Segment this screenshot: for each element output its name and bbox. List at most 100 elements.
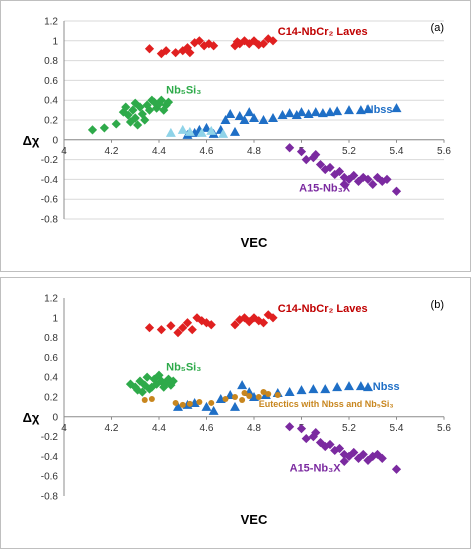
data-point [249,36,259,46]
data-point [141,396,148,403]
data-point [171,48,181,58]
data-point [209,41,219,51]
x-tick-label: 5.6 [437,423,451,434]
series-a15-nb-x [285,143,402,196]
y-tick-label: 1.2 [44,17,58,28]
y-tick-label: 0.6 [44,353,58,364]
data-point [208,405,219,415]
x-tick-label: 4.6 [200,146,214,157]
data-point [368,179,378,189]
data-point [325,107,335,117]
data-point [237,380,248,390]
y-tick-label: -0.2 [41,432,59,443]
annotation-c14-nbcr-laves: C14-NbCr₂ Laves [278,26,368,38]
data-point [184,126,195,136]
series-eutectics-with-nbss-and-nb-si [141,389,281,408]
data-point [339,179,349,189]
data-point [206,125,217,135]
data-point [130,98,140,108]
annotation-nb-si: Nb₅Si₃ [166,361,201,373]
data-point [99,123,109,133]
data-point [194,36,204,46]
data-point [185,48,195,58]
data-point [177,124,188,134]
series-nb-si [125,370,178,397]
data-point [246,393,253,400]
data-point [301,433,311,444]
series-c14-nbcr-laves [144,310,278,338]
x-tick-label: 4.8 [247,146,261,157]
data-point [187,325,197,335]
data-point [311,150,321,160]
data-point [235,315,245,325]
x-tick-label: 4.2 [105,423,119,434]
y-tick-label: 1 [52,36,58,47]
data-point [344,105,354,115]
data-point [156,325,166,335]
data-point [265,391,272,398]
data-point [111,119,121,129]
annotation-eutectics-with-nbss-and-nb-si: Eutectics with Nbss and Nb₅Si₃ [259,399,394,409]
data-point [344,381,354,391]
data-point [178,46,188,56]
data-point [355,381,366,391]
y-tick-label: 0.2 [44,393,58,404]
data-point [310,107,321,117]
x-tick-label: 4 [61,423,67,434]
data-point [377,453,387,463]
data-point [208,399,215,406]
data-point [144,105,155,115]
y-tick-label: 0.8 [44,56,58,67]
data-point [196,398,203,405]
x-axis-title: VEC [241,235,268,250]
data-point [230,401,240,411]
data-point [296,424,307,434]
y-tick-label: 0 [52,412,58,423]
data-point [156,95,166,105]
data-point [391,186,402,196]
annotation-nb-si: Nb₅Si₃ [166,84,201,96]
data-point [274,392,281,399]
scatter-plot-a: -0.8 -0.6 -0.4 -0.2 0 0.2 0.4 0.6 0.8 1 1.2 4 4.2 4.4… [23,17,452,251]
data-point [232,394,238,400]
data-point [320,384,331,394]
x-tick-label: 4.2 [105,146,119,157]
data-point [239,115,250,124]
data-point [315,159,326,170]
data-point [165,127,176,137]
data-point [144,323,155,333]
data-point [163,97,174,107]
data-point [147,95,157,105]
data-point [220,115,231,124]
data-point [296,107,307,117]
x-tick-label: 5.2 [342,146,356,157]
data-point [196,127,207,137]
data-point [363,174,373,184]
x-tick-label: 4.4 [152,423,166,434]
data-point [225,109,236,119]
data-point [258,39,269,49]
data-point [268,36,278,46]
panel-label: (a) [431,22,444,34]
data-point [163,374,174,384]
data-point [161,46,171,56]
data-point [239,396,246,403]
data-point [285,422,295,432]
data-point [239,36,250,46]
data-point [332,382,343,392]
x-tick-label: 5.4 [390,423,404,434]
data-point [218,128,229,138]
annotation-a15-nb-x: A15-Nb₃X [299,182,351,194]
x-tick-label: 5.4 [390,146,404,157]
data-point [258,115,269,124]
data-point [334,166,345,177]
data-point [363,382,373,392]
data-point [391,464,402,474]
data-point [391,103,402,113]
data-point [154,370,164,380]
data-point [296,147,307,157]
data-point [133,385,143,395]
y-tick-label: -0.2 [41,155,59,166]
data-point [133,120,143,130]
panel-label: (b) [431,299,444,311]
